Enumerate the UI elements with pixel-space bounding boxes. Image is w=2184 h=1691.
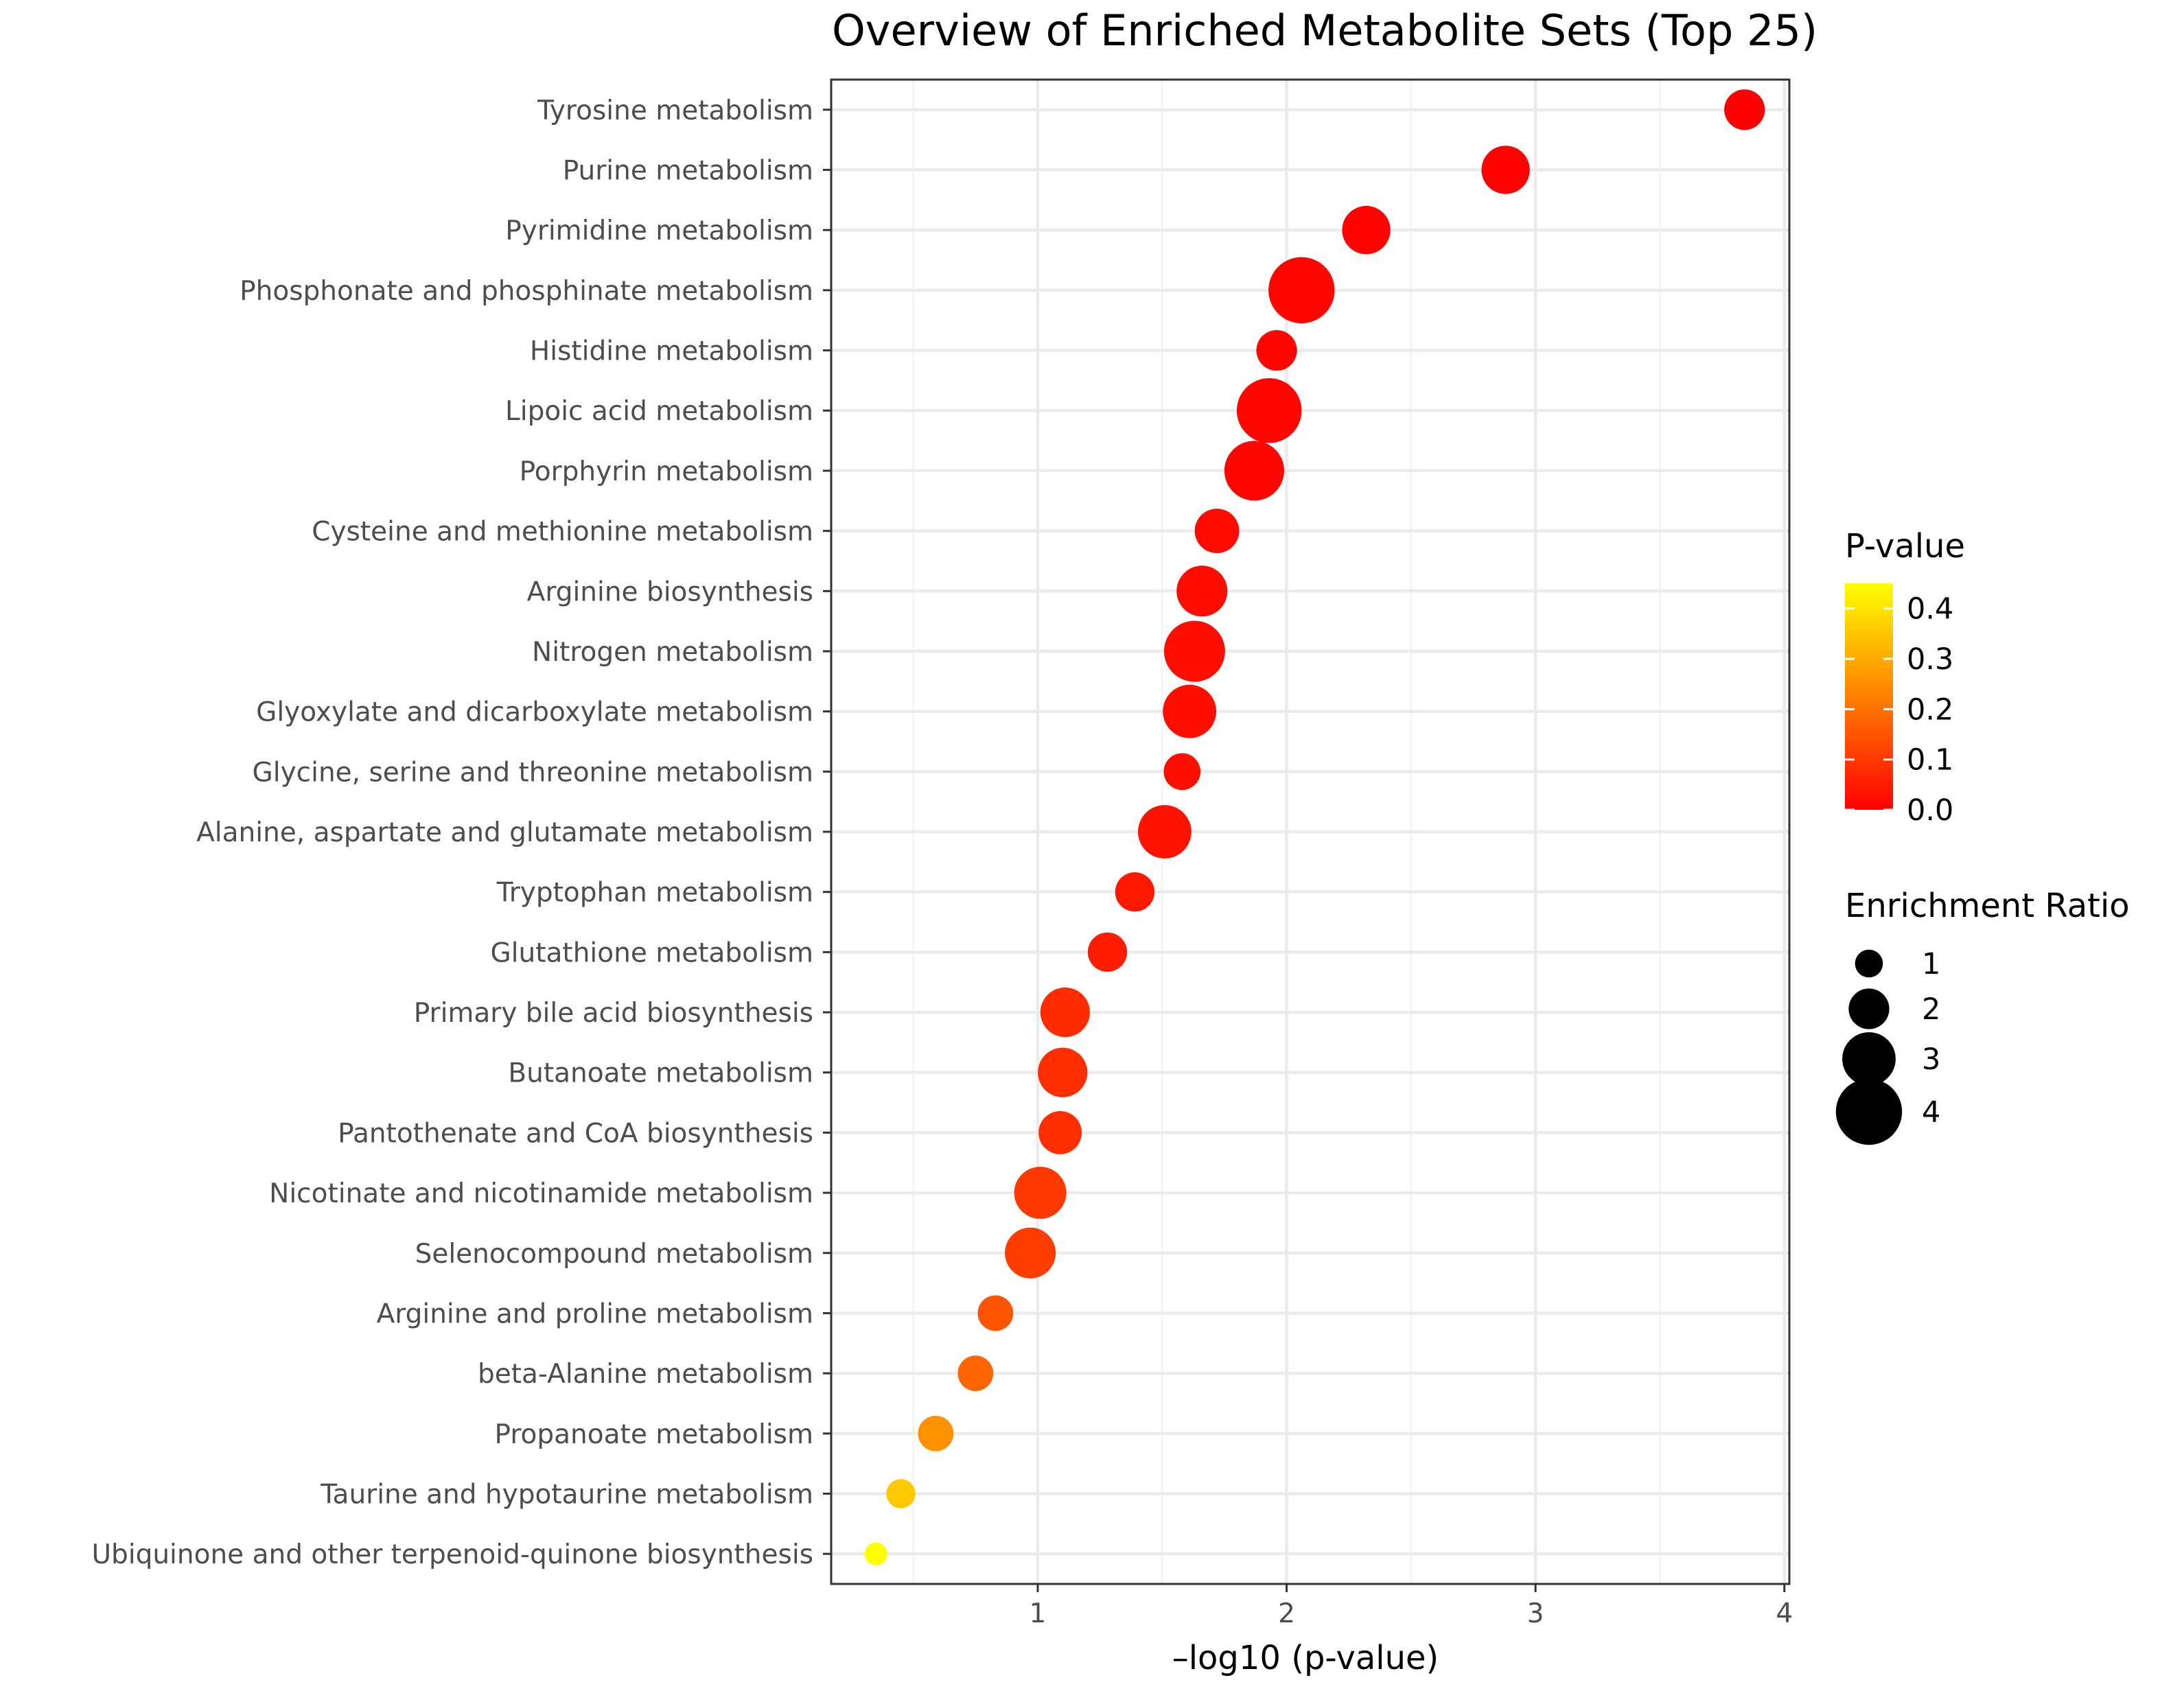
y-tick-label: Purine metabolism [563, 156, 813, 187]
data-points [864, 89, 1765, 1565]
y-tick-label: Alanine, aspartate and glutamate metabol… [196, 817, 813, 848]
data-point [1005, 1227, 1056, 1279]
data-point [1481, 145, 1530, 194]
data-point [1038, 1110, 1082, 1154]
grid [831, 80, 1789, 1584]
y-tick-label: Selenocompound metabolism [415, 1239, 813, 1270]
legend-enrichment-ratio: Enrichment Ratio 1 2 3 4 [1835, 887, 2130, 1145]
y-tick-label: beta-Alanine metabolism [478, 1359, 813, 1390]
colorbar-label: 0.0 [1907, 793, 1953, 828]
size-legend-dot [1848, 988, 1890, 1029]
data-point [1163, 620, 1225, 682]
y-tick-label: Arginine biosynthesis [527, 576, 813, 607]
data-point [1115, 872, 1155, 912]
y-tick-label: Nicotinate and nicotinamide metabolism [269, 1178, 813, 1209]
data-point [1724, 89, 1765, 130]
y-tick-label: Pantothenate and CoA biosynthesis [338, 1118, 813, 1149]
y-tick-label: Histidine metabolism [530, 336, 813, 367]
data-point [1163, 684, 1217, 738]
size-legend-label: 1 [1922, 947, 1940, 981]
size-legend-label: 3 [1922, 1042, 1940, 1077]
data-point [957, 1355, 994, 1391]
axis-ticks [823, 108, 1786, 1592]
data-point [1268, 257, 1335, 324]
x-tick-label: 2 [1278, 1598, 1295, 1629]
y-tick-label: Glycine, serine and threonine metabolism [253, 757, 813, 788]
data-point [1014, 1167, 1067, 1220]
y-tick-label: Tyrosine metabolism [537, 95, 813, 126]
size-legend-dot [1835, 1078, 1903, 1145]
colorbar-ticks: 0.4 0.3 0.2 0.1 0.0 [1845, 592, 1953, 828]
y-tick-label: Glyoxylate and dicarboxylate metabolism [256, 697, 813, 728]
data-point [1194, 509, 1240, 553]
y-tick-label: Nitrogen metabolism [532, 637, 813, 668]
y-tick-label: Tryptophan metabolism [496, 878, 813, 909]
y-tick-label: Propanoate metabolism [495, 1419, 813, 1450]
y-tick-label: Butanoate metabolism [508, 1058, 813, 1089]
y-tick-label: Phosphonate and phosphinate metabolism [240, 276, 813, 307]
data-point [1137, 805, 1192, 859]
size-legend-label: 2 [1922, 992, 1940, 1027]
data-point [1256, 329, 1297, 371]
data-point [1087, 932, 1128, 972]
y-axis-labels: Tyrosine metabolism Purine metabolism Pyri… [91, 95, 813, 1570]
y-tick-label: Taurine and hypotaurine metabolism [320, 1479, 813, 1510]
data-point [1342, 206, 1391, 255]
size-legend-dot [1855, 949, 1883, 978]
data-point [918, 1415, 954, 1451]
data-point [864, 1542, 887, 1565]
colorbar-label: 0.4 [1907, 592, 1953, 627]
data-point [1224, 441, 1284, 501]
y-tick-label: Lipoic acid metabolism [505, 396, 813, 427]
y-tick-label: Glutathione metabolism [490, 937, 813, 968]
data-point [1236, 377, 1302, 443]
x-axis-labels: 1 2 3 4 [1030, 1598, 1793, 1629]
x-tick-label: 1 [1030, 1598, 1047, 1629]
y-tick-label: Pyrimidine metabolism [505, 215, 813, 246]
size-legend-dot [1842, 1032, 1896, 1086]
legend-p-value: P-value 0.4 0.3 0.2 0.1 0.0 [1845, 527, 1965, 828]
size-legend-items: 1 2 3 4 [1835, 947, 1940, 1145]
y-tick-label: Arginine and proline metabolism [377, 1298, 813, 1329]
data-point [977, 1295, 1014, 1331]
x-axis-title: –log10 (p-value) [1172, 1639, 1439, 1677]
size-legend-label: 4 [1922, 1095, 1940, 1130]
chart-title: Overview of Enriched Metabolite Sets (To… [832, 5, 1817, 56]
data-point [1176, 565, 1228, 617]
legend-enrichment-ratio-title: Enrichment Ratio [1845, 887, 2130, 925]
y-tick-label: Primary bile acid biosynthesis [414, 998, 813, 1029]
colorbar-label: 0.1 [1907, 743, 1953, 778]
colorbar-label: 0.2 [1907, 692, 1953, 727]
y-tick-label: Cysteine and methionine metabolism [312, 517, 813, 548]
y-tick-label: Ubiquinone and other terpenoid-quinone b… [91, 1539, 813, 1570]
legend-p-value-title: P-value [1845, 527, 1965, 565]
panel-border [830, 78, 1791, 1585]
data-point [1040, 987, 1090, 1038]
y-tick-label: Porphyrin metabolism [520, 456, 813, 487]
x-tick-label: 3 [1527, 1598, 1544, 1629]
colorbar-label: 0.3 [1907, 642, 1953, 677]
data-point [1038, 1047, 1088, 1097]
data-point [1163, 753, 1201, 791]
x-tick-label: 4 [1776, 1598, 1793, 1629]
data-point [886, 1479, 916, 1508]
p-value-colorbar [1845, 583, 1893, 810]
